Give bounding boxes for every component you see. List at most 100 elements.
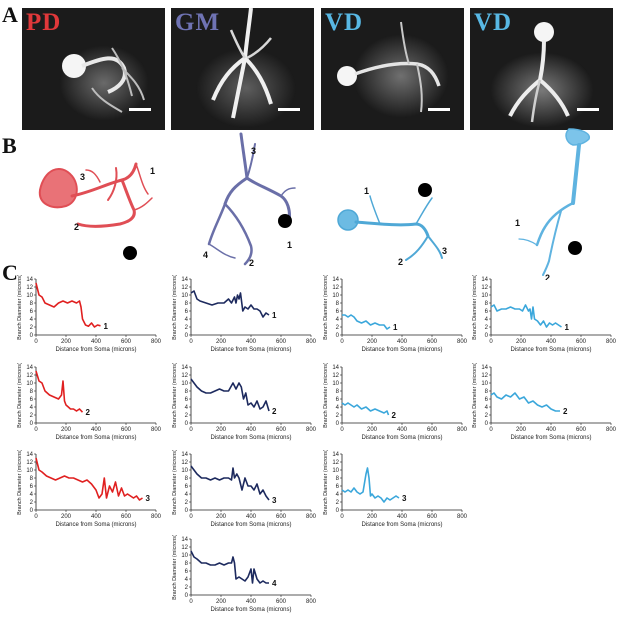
y-tick-label: 2 bbox=[30, 325, 34, 331]
x-tick-label: 0 bbox=[34, 427, 38, 433]
branch-label: 3 bbox=[80, 172, 85, 182]
x-tick-label: 600 bbox=[576, 427, 587, 433]
branch-label: 3 bbox=[442, 246, 447, 256]
x-tick-label: 0 bbox=[189, 427, 193, 433]
y-tick-label: 8 bbox=[30, 389, 34, 395]
y-tick-label: 2 bbox=[30, 413, 34, 419]
branch-label: 1 bbox=[565, 323, 570, 332]
y-axis-label: Branch Diameter (microns) bbox=[17, 275, 23, 340]
series-line bbox=[190, 290, 270, 318]
x-tick-label: 800 bbox=[151, 339, 162, 345]
x-tick-label: 600 bbox=[121, 427, 132, 433]
y-tick-label: 10 bbox=[481, 293, 488, 299]
x-tick-label: 0 bbox=[489, 427, 493, 433]
y-tick-label: 10 bbox=[332, 468, 339, 474]
y-tick-label: 0 bbox=[185, 508, 189, 514]
branch-label: 2 bbox=[86, 408, 91, 417]
y-tick-label: 12 bbox=[481, 373, 488, 379]
y-axis-label: Branch Diameter (microns) bbox=[17, 363, 23, 428]
y-tick-label: 4 bbox=[336, 492, 340, 498]
branch-label: 3 bbox=[251, 146, 256, 156]
series-line bbox=[342, 314, 391, 330]
marker-dot bbox=[418, 183, 432, 197]
x-tick-label: 0 bbox=[489, 339, 493, 345]
y-tick-label: 8 bbox=[336, 476, 340, 482]
y-tick-label: 4 bbox=[336, 405, 340, 411]
y-tick-label: 6 bbox=[30, 309, 34, 315]
x-tick-label: 600 bbox=[121, 514, 132, 520]
y-tick-label: 14 bbox=[332, 365, 339, 371]
branch-label: 3 bbox=[146, 494, 151, 503]
y-tick-label: 10 bbox=[481, 381, 488, 387]
y-axis-label: Branch Diameter (microns) bbox=[323, 450, 329, 515]
y-tick-label: 12 bbox=[181, 285, 188, 291]
branch-label: 1 bbox=[364, 186, 369, 196]
branch-label: 2 bbox=[398, 257, 403, 267]
y-tick-label: 4 bbox=[336, 317, 340, 323]
y-tick-label: 6 bbox=[185, 484, 189, 490]
y-tick-label: 6 bbox=[485, 309, 489, 315]
neuron-trace bbox=[38, 162, 153, 228]
branch-label: 1 bbox=[272, 311, 277, 320]
y-tick-label: 0 bbox=[30, 508, 34, 514]
x-tick-label: 400 bbox=[546, 427, 557, 433]
diameter-plot: 0 2 4 6 8 10 12 14 0 200 400 600 800 Distance from So… bbox=[17, 275, 162, 353]
y-tick-label: 12 bbox=[332, 285, 339, 291]
y-axis-label: Branch Diameter (microns) bbox=[172, 535, 178, 600]
y-tick-label: 8 bbox=[185, 561, 189, 567]
x-tick-label: 800 bbox=[606, 427, 617, 433]
y-tick-label: 2 bbox=[185, 413, 189, 419]
x-tick-label: 200 bbox=[516, 339, 527, 345]
y-tick-label: 0 bbox=[336, 421, 340, 427]
x-tick-label: 200 bbox=[216, 339, 227, 345]
series-line bbox=[190, 465, 270, 501]
y-tick-label: 10 bbox=[332, 293, 339, 299]
marker-dot bbox=[123, 246, 137, 260]
x-tick-label: 600 bbox=[576, 339, 587, 345]
y-tick-label: 12 bbox=[332, 460, 339, 466]
branch-label: 2 bbox=[249, 258, 254, 268]
x-tick-label: 600 bbox=[276, 514, 287, 520]
series-line bbox=[35, 457, 143, 501]
diameter-plot: 0 2 4 6 8 10 12 14 0 200 400 600 800 Distance from So… bbox=[172, 363, 317, 441]
x-tick-label: 600 bbox=[276, 599, 287, 605]
branch-label: 4 bbox=[203, 250, 208, 260]
series-line bbox=[35, 282, 101, 328]
y-tick-label: 14 bbox=[332, 277, 339, 283]
x-tick-label: 200 bbox=[216, 514, 227, 520]
x-tick-label: 800 bbox=[306, 427, 317, 433]
y-tick-label: 6 bbox=[185, 309, 189, 315]
x-tick-label: 600 bbox=[276, 427, 287, 433]
branch-label: 3 bbox=[272, 496, 277, 505]
marker-dot bbox=[278, 214, 292, 228]
y-axis-label: Branch Diameter (microns) bbox=[323, 363, 329, 428]
y-axis-label: Branch Diameter (microns) bbox=[472, 363, 478, 428]
y-tick-label: 12 bbox=[26, 460, 33, 466]
neuron-trace bbox=[207, 132, 296, 266]
x-axis-label: Distance from Soma (microns) bbox=[210, 522, 291, 528]
y-tick-label: 8 bbox=[485, 301, 489, 307]
y-tick-label: 0 bbox=[185, 593, 189, 599]
y-axis-label: Branch Diameter (microns) bbox=[172, 363, 178, 428]
y-tick-label: 6 bbox=[336, 309, 340, 315]
y-tick-label: 6 bbox=[30, 484, 34, 490]
y-tick-label: 14 bbox=[181, 537, 188, 543]
x-tick-label: 800 bbox=[151, 427, 162, 433]
x-axis-label: Distance from Soma (microns) bbox=[210, 607, 291, 613]
series-line bbox=[190, 378, 270, 412]
x-tick-label: 800 bbox=[457, 427, 468, 433]
y-tick-label: 14 bbox=[26, 365, 33, 371]
scale-bar bbox=[129, 108, 151, 111]
reconstruction-gm: 1 2 3 4 bbox=[203, 132, 296, 268]
series-line bbox=[35, 370, 84, 413]
y-tick-label: 4 bbox=[185, 317, 189, 323]
branch-label: 2 bbox=[545, 273, 550, 280]
x-tick-label: 200 bbox=[216, 599, 227, 605]
y-tick-label: 12 bbox=[181, 545, 188, 551]
y-tick-label: 12 bbox=[26, 373, 33, 379]
y-tick-label: 4 bbox=[185, 577, 189, 583]
x-tick-label: 800 bbox=[306, 339, 317, 345]
panel-label-b: B bbox=[2, 133, 17, 158]
neuron-trace bbox=[518, 128, 590, 276]
y-tick-label: 2 bbox=[336, 325, 340, 331]
